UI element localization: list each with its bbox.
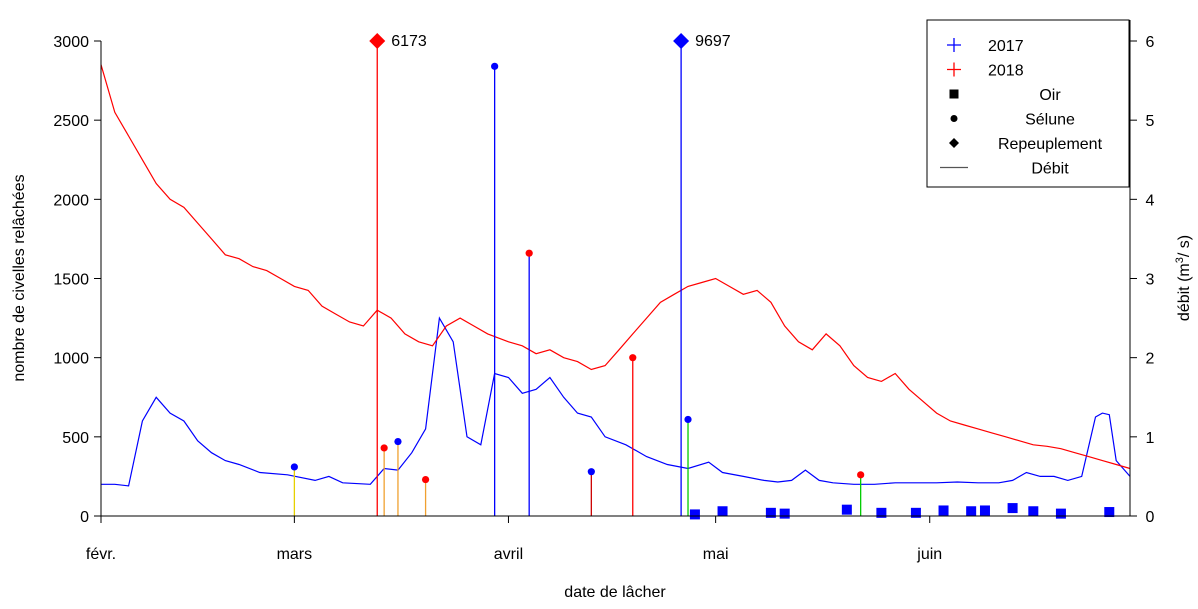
oir-marker bbox=[1007, 503, 1018, 514]
oir-marker bbox=[689, 509, 700, 520]
release-markers: 6173 9697 bbox=[290, 33, 1115, 520]
legend-label: Débit bbox=[1031, 161, 1069, 178]
release-stems bbox=[293, 41, 862, 516]
oir-marker bbox=[966, 506, 977, 517]
x-tick-label: avril bbox=[494, 546, 523, 563]
selune-marker bbox=[587, 468, 595, 476]
selune-marker bbox=[857, 471, 865, 479]
y-axis-right-title-sup: 3 bbox=[1174, 257, 1186, 263]
x-tick-label: mai bbox=[703, 546, 729, 563]
repeuplement-marker bbox=[673, 33, 690, 49]
y-right-tick-label: 5 bbox=[1146, 113, 1155, 130]
legend-square-icon bbox=[949, 89, 959, 99]
selune-marker bbox=[491, 62, 499, 70]
y-left-tick-label: 2500 bbox=[53, 113, 89, 130]
repeuplement-label: 9697 bbox=[695, 33, 731, 50]
axes: 0 500 1000 1500 2000 2500 3000 0 1 2 3 4 5 6 févr. mars… bbox=[53, 20, 1155, 563]
oir-marker bbox=[876, 507, 887, 518]
legend-label: Oir bbox=[1039, 87, 1061, 104]
y-left-tick-label: 2000 bbox=[53, 192, 89, 209]
x-tick-label: juin bbox=[916, 546, 942, 563]
y-right-tick-label: 4 bbox=[1146, 192, 1155, 209]
oir-marker bbox=[938, 505, 949, 516]
flow-line-2017 bbox=[101, 316, 1131, 487]
selune-marker bbox=[629, 354, 637, 362]
y-right-tick-label: 3 bbox=[1146, 272, 1155, 289]
y-left-tick-label: 1500 bbox=[53, 272, 89, 289]
oir-marker bbox=[1028, 506, 1039, 517]
legend-plus-icon bbox=[947, 62, 961, 77]
oir-marker bbox=[841, 504, 852, 515]
y-left-tick-label: 3000 bbox=[53, 34, 89, 51]
y-axis-right-title-tail: / s) bbox=[1176, 235, 1193, 257]
selune-marker bbox=[684, 415, 692, 424]
selune-marker bbox=[421, 475, 430, 484]
y-right-tick-label: 1 bbox=[1146, 430, 1155, 447]
legend-label: Repeuplement bbox=[998, 136, 1103, 153]
x-axis-title: date de lâcher bbox=[564, 584, 666, 601]
y-right-tick-label: 6 bbox=[1146, 34, 1155, 51]
y-right-tick-label: 2 bbox=[1146, 351, 1155, 368]
x-tick-label: mars bbox=[277, 546, 313, 563]
oir-marker bbox=[1055, 508, 1066, 519]
legend-label: Sélune bbox=[1025, 112, 1075, 129]
legend-label: 2018 bbox=[988, 63, 1024, 80]
y-right-tick-label: 0 bbox=[1146, 509, 1155, 526]
selune-marker bbox=[394, 437, 402, 446]
legend-box bbox=[926, 19, 1130, 188]
selune-marker bbox=[525, 249, 533, 257]
y-axis-left-title: nombre de civelles relâchées bbox=[11, 174, 28, 381]
legend-diamond-icon bbox=[949, 138, 959, 148]
legend-label: 2017 bbox=[988, 38, 1024, 55]
selune-marker bbox=[380, 444, 388, 452]
y-left-tick-label: 1000 bbox=[53, 351, 89, 368]
repeuplement-label: 6173 bbox=[391, 33, 427, 50]
oir-marker bbox=[779, 508, 790, 519]
oir-marker bbox=[979, 505, 990, 516]
y-axis-right-title-base: débit (m bbox=[1176, 263, 1193, 321]
x-tick-label: févr. bbox=[86, 546, 116, 563]
y-left-tick-label: 500 bbox=[62, 430, 89, 447]
oir-marker bbox=[717, 506, 728, 517]
legend-plus-icon bbox=[947, 38, 961, 52]
flow-lines bbox=[100, 64, 1131, 487]
oir-marker bbox=[765, 507, 776, 518]
repeuplement-marker bbox=[369, 33, 386, 49]
oir-marker bbox=[910, 507, 921, 518]
legend-circle-icon bbox=[950, 115, 958, 122]
selune-marker bbox=[290, 463, 298, 471]
y-axis-right-title: débit (m3/ s) bbox=[1174, 235, 1193, 321]
oir-marker bbox=[1104, 507, 1115, 518]
legend: 2017 2018 Oir Sélune Repeuplement Débit bbox=[926, 19, 1130, 188]
flow-line-2018 bbox=[100, 64, 1131, 470]
y-left-tick-label: 0 bbox=[80, 509, 89, 526]
